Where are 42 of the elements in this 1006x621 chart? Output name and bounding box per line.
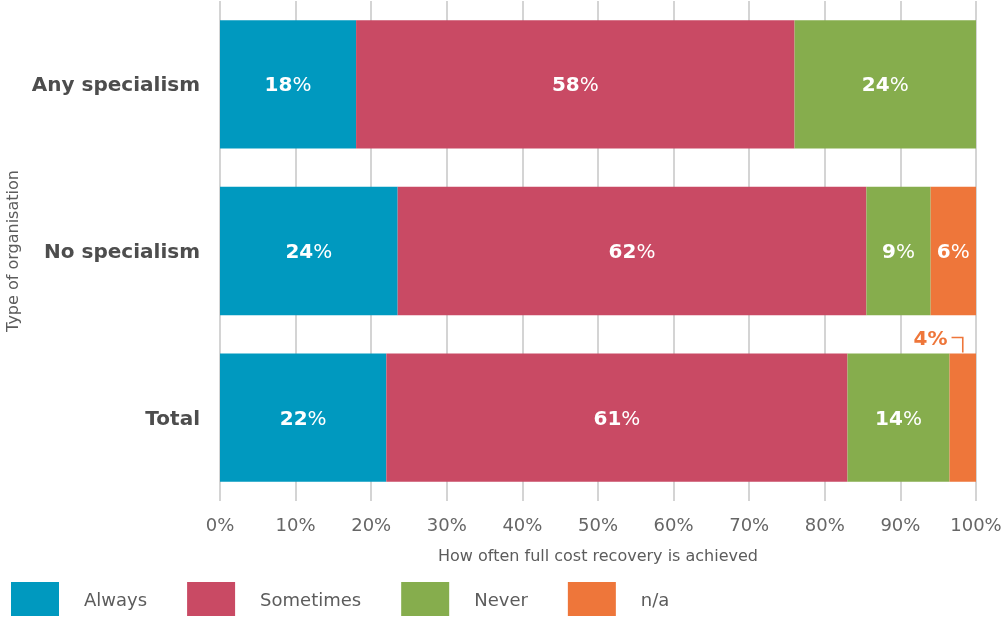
bar: [949, 353, 976, 482]
data-label: 4%: [913, 325, 948, 350]
bar: [866, 186, 931, 316]
x-axis-title: How often full cost recovery is achieved: [438, 545, 758, 565]
y-axis-title: Type of organisation: [3, 170, 23, 333]
bar: [386, 353, 848, 482]
legend-label: Sometimes: [260, 588, 362, 610]
x-tick-label: 60%: [653, 513, 694, 535]
data-label: 62%: [608, 239, 656, 263]
data-label: 6%: [936, 239, 970, 263]
bar: [930, 186, 976, 316]
x-tick-label: 20%: [351, 513, 392, 535]
x-tick-label: 90%: [880, 513, 921, 535]
bar: [794, 20, 976, 149]
legend-label: n/a: [640, 588, 670, 610]
x-tick-label: 40%: [502, 513, 543, 535]
x-tick-label: 10%: [275, 513, 316, 535]
y-tick-label: No specialism: [44, 239, 200, 263]
data-label: 24%: [285, 239, 333, 263]
y-tick-label: Total: [145, 405, 200, 430]
bar: [220, 353, 387, 482]
bar: [847, 353, 950, 482]
bar: [220, 20, 357, 149]
data-label: 9%: [882, 239, 915, 263]
data-label: 61%: [593, 405, 641, 430]
bar: [220, 186, 398, 316]
data-label: 58%: [551, 72, 599, 97]
y-tick-label: Any specialism: [31, 72, 200, 97]
x-tick-label: 30%: [426, 513, 467, 535]
x-tick-label: 50%: [577, 513, 619, 535]
legend-label: Never: [474, 588, 529, 610]
x-tick-label: 80%: [804, 513, 845, 535]
data-label: 22%: [279, 405, 327, 430]
data-label: 18%: [264, 72, 312, 97]
data-label: 14%: [875, 405, 922, 430]
legend-label: Always: [84, 588, 148, 610]
x-tick-label: 0%: [205, 513, 235, 535]
bar: [356, 20, 795, 149]
data-label: 24%: [861, 72, 909, 97]
x-tick-label: 100%: [950, 513, 1002, 535]
bar: [397, 186, 867, 316]
x-tick-label: 70%: [729, 513, 770, 535]
